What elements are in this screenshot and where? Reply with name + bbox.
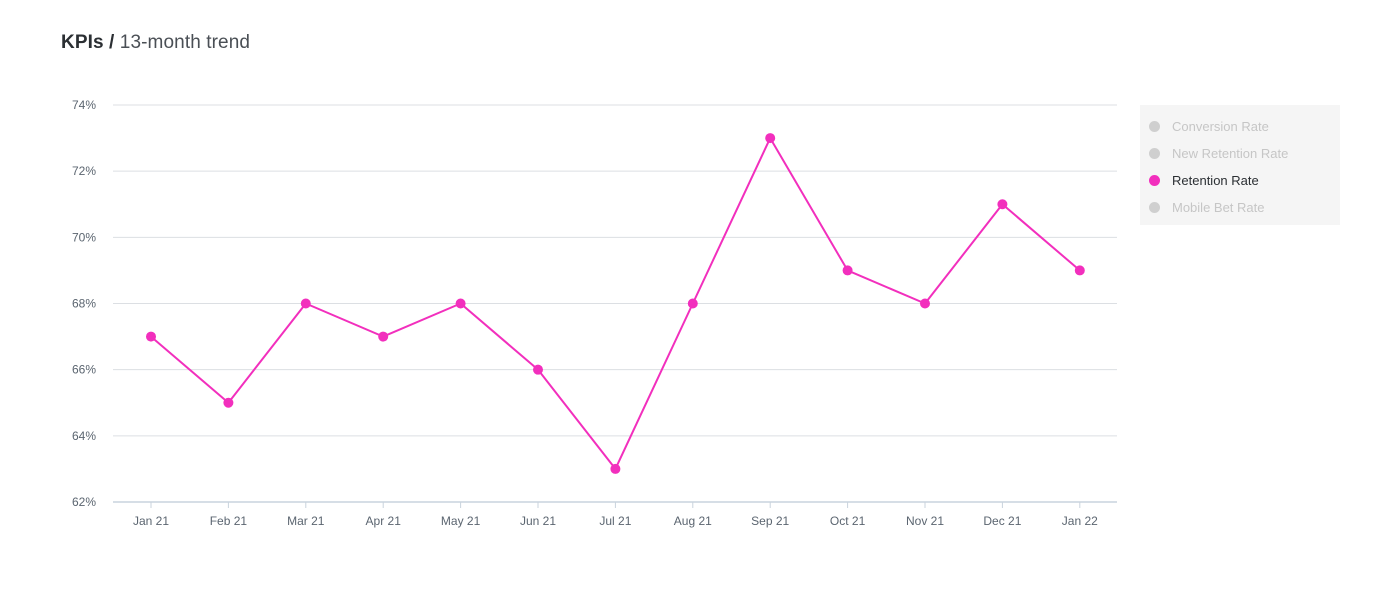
page-title: KPIs / 13-month trend xyxy=(61,32,250,54)
legend-item[interactable]: New Retention Rate xyxy=(1140,140,1340,167)
x-tick-label: May 21 xyxy=(441,514,481,528)
legend-marker-icon xyxy=(1149,175,1160,186)
y-tick-label: 70% xyxy=(72,230,96,244)
data-point xyxy=(765,133,776,144)
legend-item[interactable]: Retention Rate xyxy=(1140,167,1340,194)
x-tick-label: Aug 21 xyxy=(674,514,712,528)
legend-label: Conversion Rate xyxy=(1172,119,1269,134)
x-tick-label: Jun 21 xyxy=(520,514,556,528)
data-point xyxy=(455,298,466,309)
legend-label: Mobile Bet Rate xyxy=(1172,200,1265,215)
legend-marker-icon xyxy=(1149,148,1160,159)
x-tick-label: Oct 21 xyxy=(830,514,866,528)
data-point xyxy=(687,298,698,309)
chart-legend: Conversion Rate New Retention Rate Retenti… xyxy=(1140,105,1340,225)
y-tick-label: 66% xyxy=(72,363,96,377)
legend-item[interactable]: Mobile Bet Rate xyxy=(1140,194,1340,221)
data-point xyxy=(223,397,234,408)
legend-label: New Retention Rate xyxy=(1172,146,1289,161)
data-point xyxy=(842,265,853,276)
data-point xyxy=(146,331,156,342)
data-point xyxy=(920,298,930,309)
x-tick-label: Jan 22 xyxy=(1062,514,1098,528)
data-point xyxy=(533,364,543,375)
data-point xyxy=(378,331,389,342)
x-tick-label: Jul 21 xyxy=(599,514,631,528)
data-point xyxy=(300,298,311,309)
x-tick-label: Sep 21 xyxy=(751,514,789,528)
legend-marker-icon xyxy=(1149,202,1160,213)
y-tick-label: 64% xyxy=(72,429,96,443)
y-tick-label: 74% xyxy=(72,98,96,112)
title-prefix: KPIs / xyxy=(61,32,115,53)
y-tick-label: 62% xyxy=(72,495,96,509)
x-tick-label: Nov 21 xyxy=(906,514,944,528)
data-point xyxy=(610,463,621,474)
y-tick-label: 72% xyxy=(72,164,96,178)
data-point xyxy=(997,199,1008,210)
y-tick-label: 68% xyxy=(72,297,96,311)
legend-label: Retention Rate xyxy=(1172,173,1259,188)
x-tick-label: Apr 21 xyxy=(366,514,402,528)
x-tick-label: Mar 21 xyxy=(287,514,325,528)
x-tick-label: Feb 21 xyxy=(210,514,248,528)
x-tick-label: Dec 21 xyxy=(983,514,1021,528)
legend-marker-icon xyxy=(1149,121,1160,132)
title-subtitle: 13-month trend xyxy=(119,32,251,53)
legend-item[interactable]: Conversion Rate xyxy=(1140,113,1340,140)
x-tick-label: Jan 21 xyxy=(133,514,169,528)
data-point xyxy=(1074,265,1085,276)
